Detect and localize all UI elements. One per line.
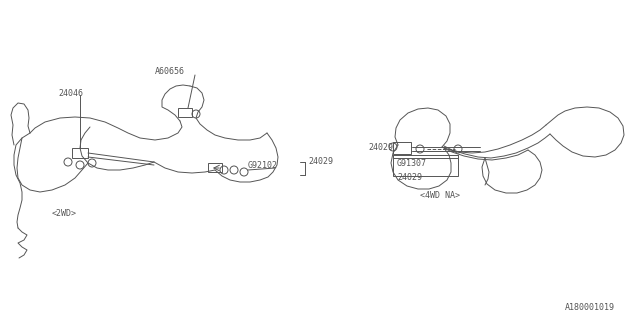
Bar [178,108,192,117]
Text: 24029: 24029 [308,157,333,166]
Text: <2WD>: <2WD> [52,209,77,218]
Text: G91307: G91307 [397,159,427,169]
Text: 24029: 24029 [368,142,393,151]
Text: G92102: G92102 [248,161,278,170]
Text: A180001019: A180001019 [565,302,615,311]
Text: 24046: 24046 [58,89,83,98]
Bar [72,148,88,158]
Text: A60656: A60656 [155,68,185,76]
Text: <4WD NA>: <4WD NA> [420,190,460,199]
Bar [393,158,458,176]
Text: 24029: 24029 [397,173,422,182]
Bar [393,142,411,154]
Bar [208,163,222,172]
